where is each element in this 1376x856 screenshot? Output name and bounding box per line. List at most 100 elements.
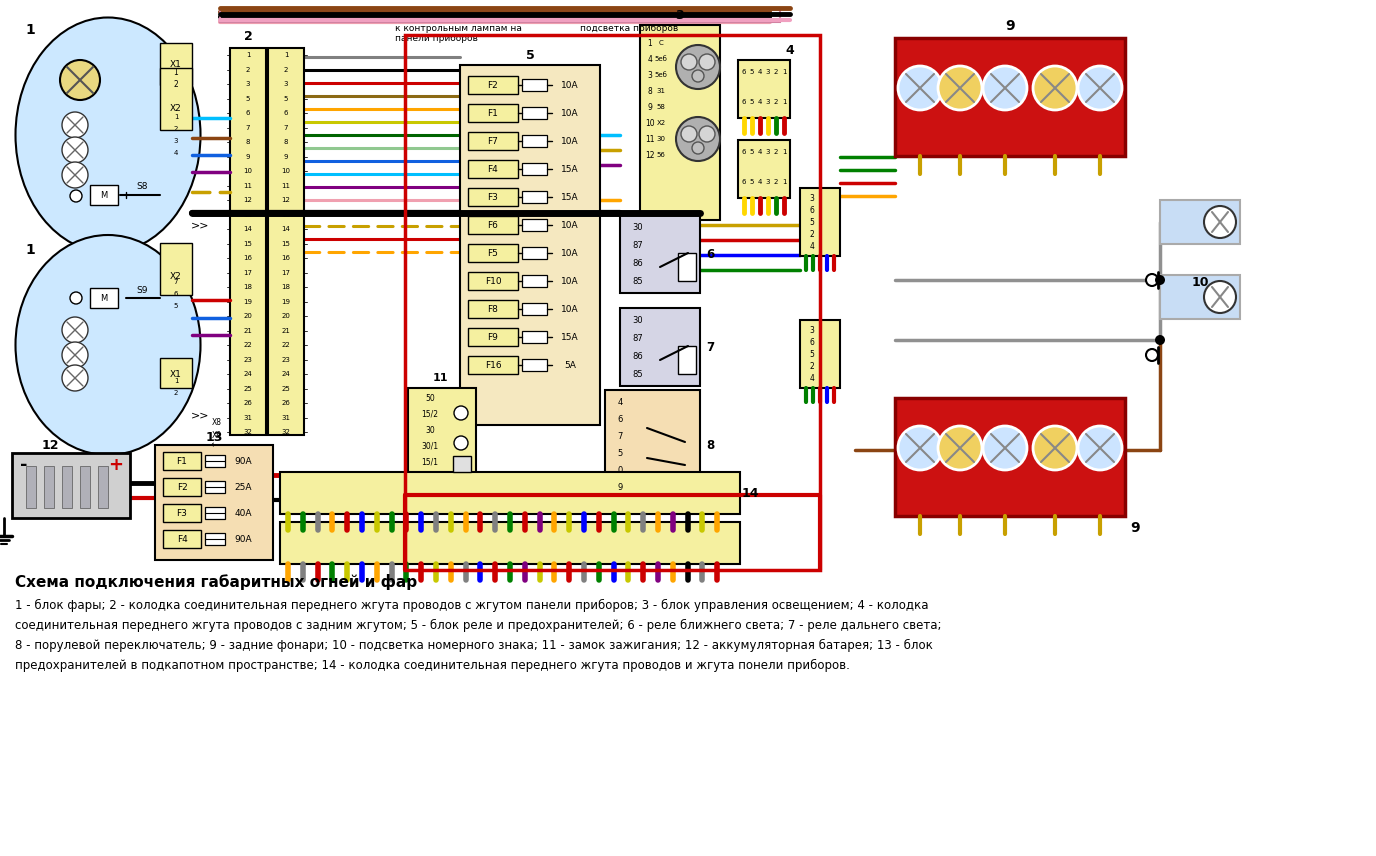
Text: 10A: 10A	[561, 80, 579, 90]
Text: X8: X8	[212, 418, 222, 426]
Circle shape	[681, 126, 698, 142]
Text: 6: 6	[742, 99, 746, 105]
Text: 11: 11	[282, 182, 290, 188]
Text: 3: 3	[246, 81, 250, 87]
Bar	[468, 76, 517, 94]
Bar	[678, 253, 696, 281]
Circle shape	[982, 66, 1026, 110]
Circle shape	[62, 112, 88, 138]
Bar	[522, 331, 548, 343]
Text: F16: F16	[484, 360, 501, 370]
Text: 9: 9	[618, 483, 622, 491]
Text: 1: 1	[173, 378, 179, 384]
Text: 4: 4	[758, 99, 762, 105]
Text: 19: 19	[282, 299, 290, 305]
Bar	[1160, 275, 1240, 319]
Text: S8: S8	[136, 181, 147, 191]
Bar	[522, 163, 548, 175]
Text: 2: 2	[173, 390, 178, 396]
Text: 32: 32	[244, 429, 252, 435]
Bar	[205, 481, 226, 493]
Text: 4: 4	[809, 373, 815, 383]
Text: 3: 3	[766, 149, 771, 155]
Circle shape	[62, 317, 88, 343]
Bar	[26, 466, 36, 508]
Bar	[468, 132, 517, 150]
Circle shape	[938, 426, 982, 470]
Text: 8 - порулевой переключатель; 9 - задние фонари; 10 - подсветка номерного знака; : 8 - порулевой переключатель; 9 - задние …	[15, 639, 933, 651]
Circle shape	[70, 190, 83, 202]
Bar	[621, 215, 700, 293]
Bar	[268, 48, 304, 435]
Text: 21: 21	[282, 328, 290, 334]
Text: соединительная переднего жгута проводов с задним жгутом; 5 - блок реле и предохр: соединительная переднего жгута проводов …	[15, 618, 941, 632]
Text: 31: 31	[656, 88, 666, 94]
Text: 25A: 25A	[234, 483, 252, 491]
Text: 4: 4	[618, 397, 622, 407]
Text: 3: 3	[766, 179, 771, 185]
Text: 1: 1	[782, 179, 786, 185]
Text: 2: 2	[283, 67, 288, 73]
Circle shape	[676, 117, 720, 161]
Circle shape	[1077, 66, 1121, 110]
Bar	[468, 160, 517, 178]
Circle shape	[454, 436, 468, 450]
Bar	[62, 466, 72, 508]
Text: 14: 14	[282, 226, 290, 232]
Text: 6: 6	[246, 110, 250, 116]
Text: 2: 2	[773, 149, 779, 155]
Text: 3: 3	[283, 81, 288, 87]
Text: 10A: 10A	[561, 305, 579, 313]
Text: 5A: 5A	[564, 360, 577, 370]
Text: 6: 6	[742, 69, 746, 75]
Text: 1: 1	[283, 52, 288, 58]
Text: 26: 26	[282, 400, 290, 406]
Text: 30/1: 30/1	[421, 442, 439, 450]
Text: 23: 23	[244, 356, 252, 362]
Text: 4: 4	[173, 150, 178, 156]
Text: 13: 13	[282, 211, 290, 217]
Circle shape	[681, 54, 698, 70]
Bar	[80, 466, 89, 508]
Text: 16: 16	[282, 255, 290, 261]
Bar	[160, 358, 193, 388]
Bar	[279, 522, 740, 564]
Text: 21: 21	[244, 328, 252, 334]
Text: 6: 6	[283, 110, 288, 116]
Bar	[405, 35, 820, 570]
Bar	[605, 390, 700, 500]
Text: F3: F3	[176, 508, 187, 518]
Text: 8: 8	[246, 139, 250, 145]
Circle shape	[62, 365, 88, 391]
Text: 5еб: 5еб	[655, 72, 667, 78]
Text: 5: 5	[750, 99, 754, 105]
Text: M: M	[100, 294, 107, 302]
Bar	[522, 219, 548, 231]
Bar	[98, 466, 107, 508]
Text: 9: 9	[648, 103, 652, 111]
Text: 2: 2	[773, 179, 779, 185]
Text: 2: 2	[773, 69, 779, 75]
Bar	[640, 25, 720, 220]
Text: 1: 1	[173, 114, 179, 120]
Text: 10A: 10A	[561, 248, 579, 258]
Text: 31: 31	[282, 414, 290, 420]
Text: 1: 1	[782, 149, 786, 155]
Text: 10: 10	[282, 168, 290, 174]
Bar	[89, 288, 118, 308]
Circle shape	[699, 126, 716, 142]
Text: 3: 3	[676, 9, 684, 21]
Circle shape	[1077, 426, 1121, 470]
Bar	[460, 65, 600, 425]
Text: 2: 2	[173, 80, 179, 88]
Text: 10: 10	[244, 168, 253, 174]
Bar	[738, 60, 790, 118]
Text: 5: 5	[809, 349, 815, 359]
Text: 58: 58	[656, 104, 666, 110]
Text: 15/1: 15/1	[421, 457, 439, 467]
Text: 18: 18	[244, 284, 253, 290]
Text: 22: 22	[244, 342, 252, 348]
Text: 2: 2	[773, 99, 779, 105]
Text: >>: >>	[191, 220, 209, 230]
Bar	[162, 478, 201, 496]
